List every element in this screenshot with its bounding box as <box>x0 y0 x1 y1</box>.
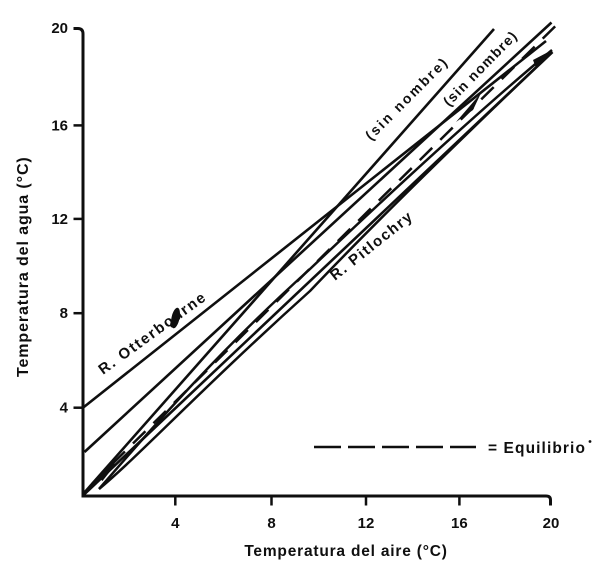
svg-text:16: 16 <box>51 118 68 135</box>
svg-text:Temperatura del agua (°C): Temperatura del agua (°C) <box>15 156 32 377</box>
svg-text:12: 12 <box>358 515 375 532</box>
svg-text:4: 4 <box>60 400 69 417</box>
svg-text:12: 12 <box>51 211 68 228</box>
svg-text:Temperatura del aire (°C): Temperatura del aire (°C) <box>244 543 447 560</box>
svg-text:= Equilibrio: = Equilibrio <box>488 440 586 457</box>
svg-text:20: 20 <box>51 20 68 37</box>
svg-text:20: 20 <box>543 515 560 532</box>
svg-text:8: 8 <box>267 515 275 532</box>
svg-text:4: 4 <box>171 515 180 532</box>
svg-text:8: 8 <box>60 305 68 322</box>
svg-text:16: 16 <box>451 515 468 532</box>
